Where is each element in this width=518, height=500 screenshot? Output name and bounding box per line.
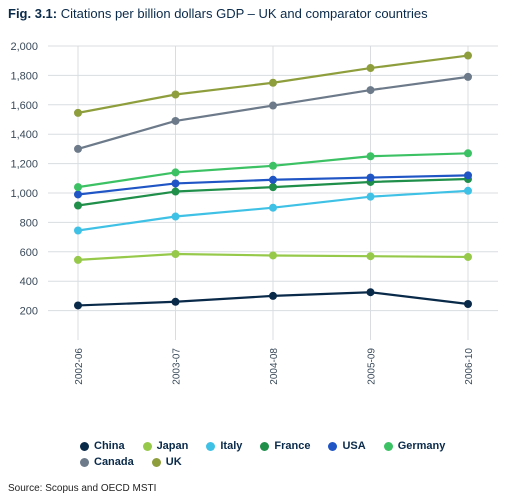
svg-text:1,800: 1,800 (10, 70, 38, 82)
legend-item: Japan (143, 440, 189, 452)
svg-text:2003-07: 2003-07 (172, 348, 183, 385)
legend-dot-icon (80, 442, 89, 451)
legend-dot-icon (260, 442, 269, 451)
svg-text:400: 400 (20, 276, 38, 288)
legend-label: Germany (398, 440, 446, 452)
figure-title: Fig. 3.1: Citations per billion dollars … (8, 6, 428, 21)
legend-dot-icon (143, 442, 152, 451)
legend-item: Canada (80, 456, 134, 468)
legend-label: China (94, 440, 125, 452)
legend-dot-icon (328, 442, 337, 451)
legend-label: Canada (94, 456, 134, 468)
figure: Fig. 3.1: Citations per billion dollars … (0, 0, 518, 500)
legend-item: Germany (384, 440, 446, 452)
legend-item: Italy (206, 440, 242, 452)
legend-label: UK (166, 456, 182, 468)
legend-item: UK (152, 456, 182, 468)
svg-text:1,200: 1,200 (10, 159, 38, 171)
svg-text:1,400: 1,400 (10, 129, 38, 141)
svg-text:2006-10: 2006-10 (464, 348, 475, 385)
legend-dot-icon (206, 442, 215, 451)
legend-dot-icon (80, 458, 89, 467)
legend-item: USA (328, 440, 365, 452)
legend-item: China (80, 440, 125, 452)
legend-item: France (260, 440, 310, 452)
svg-text:2004-08: 2004-08 (269, 348, 280, 385)
source-text: Source: Scopus and OECD MSTI (8, 483, 156, 494)
svg-text:1,600: 1,600 (10, 100, 38, 112)
figure-subtitle: Citations per billion dollars GDP – UK a… (61, 6, 428, 21)
legend-label: Japan (157, 440, 189, 452)
svg-text:1,000: 1,000 (10, 188, 38, 200)
line-chart: 2004006008001,0001,2001,4001,6001,8002,0… (40, 32, 508, 404)
svg-text:800: 800 (20, 217, 38, 229)
legend-dot-icon (384, 442, 393, 451)
svg-text:600: 600 (20, 247, 38, 259)
svg-text:2002-06: 2002-06 (74, 348, 85, 385)
legend-label: France (274, 440, 310, 452)
legend-dot-icon (152, 458, 161, 467)
legend-label: Italy (220, 440, 242, 452)
legend-label: USA (342, 440, 365, 452)
svg-text:2,000: 2,000 (10, 41, 38, 53)
chart-area: 2004006008001,0001,2001,4001,6001,8002,0… (40, 32, 508, 404)
figure-number: Fig. 3.1: (8, 6, 57, 21)
svg-text:2005-09: 2005-09 (367, 348, 378, 385)
svg-text:200: 200 (20, 306, 38, 318)
legend: China Japan Italy France USA Germany Canada UK (80, 440, 500, 472)
